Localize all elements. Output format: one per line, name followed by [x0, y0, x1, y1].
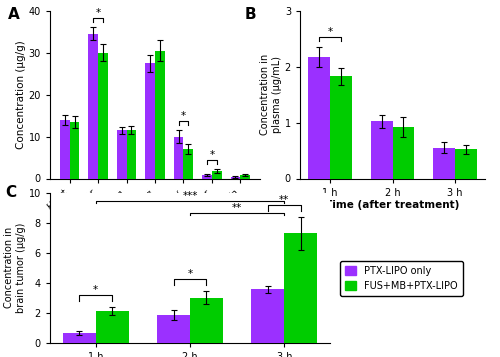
Bar — [202, 175, 212, 178]
Bar — [96, 311, 128, 343]
Bar — [240, 175, 250, 178]
Bar — [455, 150, 476, 178]
Bar — [126, 130, 136, 178]
Text: A: A — [8, 7, 20, 22]
Bar — [190, 298, 223, 343]
Text: *: * — [96, 8, 100, 18]
Bar — [60, 120, 70, 178]
Text: *: * — [181, 111, 186, 121]
Bar — [184, 149, 194, 178]
Bar — [284, 233, 318, 343]
Bar — [370, 121, 392, 178]
Y-axis label: Concentration in
brain tumor (μg/g): Concentration in brain tumor (μg/g) — [4, 222, 26, 313]
Text: ***: *** — [182, 191, 198, 201]
Bar — [155, 51, 165, 178]
Bar — [157, 315, 190, 343]
Bar — [116, 130, 126, 178]
Text: *: * — [210, 150, 214, 160]
Bar — [392, 127, 414, 178]
Text: **: ** — [279, 195, 289, 205]
Bar — [98, 53, 108, 178]
Text: *: * — [93, 286, 98, 296]
Legend: PTX-LIPO only, FUS+MB+PTX-LIPO: PTX-LIPO only, FUS+MB+PTX-LIPO — [340, 261, 462, 296]
Bar — [212, 171, 222, 178]
Bar — [330, 76, 352, 178]
Text: *: * — [188, 269, 192, 279]
X-axis label: Time (after treatment): Time (after treatment) — [326, 200, 460, 210]
Bar — [70, 122, 80, 178]
Bar — [62, 333, 96, 343]
Text: C: C — [5, 185, 16, 200]
Y-axis label: Concentration (μg/g): Concentration (μg/g) — [16, 40, 26, 149]
Bar — [252, 290, 284, 343]
Bar — [230, 177, 240, 178]
Bar — [88, 34, 98, 178]
Bar — [308, 56, 330, 178]
Bar — [433, 148, 455, 178]
Bar — [174, 137, 184, 178]
Text: **: ** — [232, 202, 242, 212]
Y-axis label: Concentration in
plasma (μg/mL): Concentration in plasma (μg/mL) — [260, 54, 282, 135]
Text: *: * — [328, 27, 333, 37]
Bar — [145, 63, 155, 178]
Text: B: B — [244, 7, 256, 22]
